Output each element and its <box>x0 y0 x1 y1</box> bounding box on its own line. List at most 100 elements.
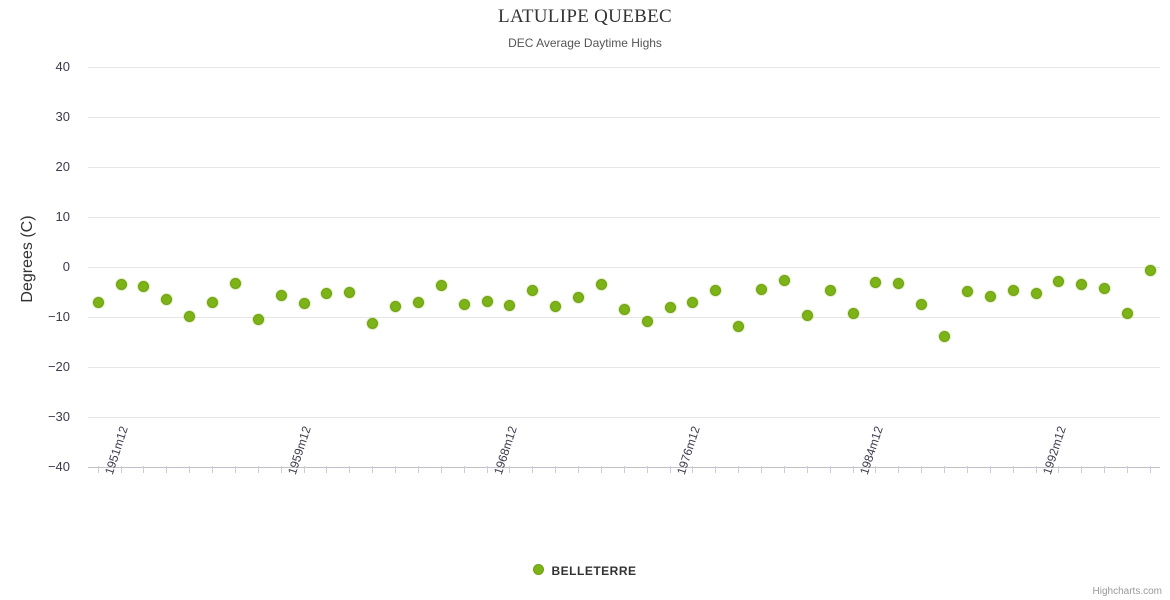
x-axis-tick <box>1104 466 1106 473</box>
y-axis-tick-label: 40 <box>55 59 70 74</box>
data-point[interactable] <box>756 284 768 295</box>
gridline <box>88 367 1160 368</box>
data-point[interactable] <box>207 296 219 308</box>
data-point[interactable] <box>161 294 173 305</box>
legend-marker-icon <box>533 564 545 576</box>
data-point[interactable] <box>1122 307 1134 319</box>
data-point[interactable] <box>893 278 905 289</box>
data-point[interactable] <box>824 285 836 296</box>
data-point[interactable] <box>1145 265 1156 276</box>
y-axis-tick-label: 30 <box>55 109 70 124</box>
y-axis-tick-label: 10 <box>55 209 70 224</box>
x-axis-tick <box>600 466 602 473</box>
data-point[interactable] <box>733 321 745 332</box>
data-point[interactable] <box>1007 284 1019 296</box>
data-point[interactable] <box>115 278 127 290</box>
x-axis-tick <box>189 466 191 473</box>
data-point[interactable] <box>481 296 493 307</box>
data-point[interactable] <box>961 285 973 297</box>
data-point[interactable] <box>275 290 287 301</box>
x-axis-tick <box>1012 466 1014 473</box>
x-axis-tick-label: 1976m12 <box>673 424 703 477</box>
data-point[interactable] <box>138 280 150 292</box>
y-axis-tick-label: −30 <box>47 409 70 424</box>
x-axis-tick <box>989 466 991 473</box>
x-axis-tick <box>463 466 465 473</box>
data-point[interactable] <box>367 318 379 329</box>
x-axis-tick <box>669 466 671 473</box>
data-point[interactable] <box>390 300 402 312</box>
x-axis-tick <box>692 466 694 473</box>
x-axis-tick-label: 1959m12 <box>284 424 314 477</box>
data-point[interactable] <box>458 299 470 310</box>
data-point[interactable] <box>664 302 676 313</box>
data-point[interactable] <box>916 299 928 310</box>
data-point[interactable] <box>92 296 104 308</box>
chart-legend[interactable]: BELLETERRE <box>0 563 1170 578</box>
x-axis-tick <box>234 466 236 473</box>
x-axis-tick <box>1035 466 1037 473</box>
x-axis-tick <box>97 466 99 473</box>
x-axis-tick <box>1058 466 1060 473</box>
data-point[interactable] <box>1076 279 1088 290</box>
data-point[interactable] <box>1030 288 1042 299</box>
chart-title: LATULIPE QUEBEC <box>498 6 672 27</box>
x-axis-tick <box>303 466 305 473</box>
x-axis-tick <box>1081 466 1083 473</box>
data-point[interactable] <box>984 291 996 302</box>
x-axis-tick <box>829 466 831 473</box>
x-axis-tick-label: 1992m12 <box>1039 424 1069 477</box>
highcharts-credit[interactable]: Highcharts.com <box>1092 586 1162 597</box>
data-point[interactable] <box>595 279 607 290</box>
x-axis-tick-label: 1951m12 <box>101 424 131 477</box>
y-axis-tick-label: −40 <box>47 459 70 474</box>
legend-item-belleterre[interactable]: BELLETERRE <box>551 563 637 578</box>
x-axis-tick <box>532 466 534 473</box>
data-point[interactable] <box>550 301 562 312</box>
chart-subtitle: DEC Average Daytime Highs <box>508 36 662 50</box>
data-point[interactable] <box>412 297 424 308</box>
x-axis-tick-label: 1968m12 <box>490 424 520 477</box>
data-point[interactable] <box>527 285 539 296</box>
data-point[interactable] <box>801 310 813 321</box>
data-point[interactable] <box>778 275 790 286</box>
data-point[interactable] <box>618 303 630 315</box>
x-axis-tick <box>166 466 168 473</box>
data-point[interactable] <box>435 279 447 291</box>
x-axis-tick <box>1150 466 1151 473</box>
x-axis-tick <box>783 466 785 473</box>
gridline <box>88 117 1160 118</box>
x-axis-tick <box>120 466 122 473</box>
x-axis-tick <box>1127 466 1129 473</box>
x-axis-tick <box>852 466 854 473</box>
y-axis-tick-label: −10 <box>47 309 70 324</box>
x-axis-tick <box>806 466 808 473</box>
data-point[interactable] <box>1099 282 1111 294</box>
data-point[interactable] <box>184 310 196 322</box>
data-point[interactable] <box>847 307 859 319</box>
data-point[interactable] <box>870 277 882 288</box>
data-point[interactable] <box>573 292 585 303</box>
data-point[interactable] <box>298 298 310 309</box>
x-axis-tick <box>440 466 442 473</box>
x-axis-tick <box>555 466 557 473</box>
data-point[interactable] <box>1053 276 1065 287</box>
x-axis-tick <box>921 466 923 473</box>
gridline <box>88 217 1160 218</box>
x-axis-tick <box>646 466 648 473</box>
x-axis-tick <box>143 466 145 473</box>
data-point[interactable] <box>641 315 653 327</box>
data-point[interactable] <box>344 287 356 298</box>
gridline <box>88 317 1160 318</box>
data-point[interactable] <box>321 288 333 299</box>
x-axis-tick <box>761 466 763 473</box>
x-axis-tick <box>257 466 259 473</box>
data-point[interactable] <box>504 300 516 311</box>
data-point[interactable] <box>252 313 264 325</box>
x-axis-tick <box>349 466 351 473</box>
x-axis-tick <box>486 466 488 473</box>
data-point[interactable] <box>687 297 699 308</box>
data-point[interactable] <box>939 331 951 342</box>
data-point[interactable] <box>229 278 241 289</box>
data-point[interactable] <box>710 285 722 296</box>
